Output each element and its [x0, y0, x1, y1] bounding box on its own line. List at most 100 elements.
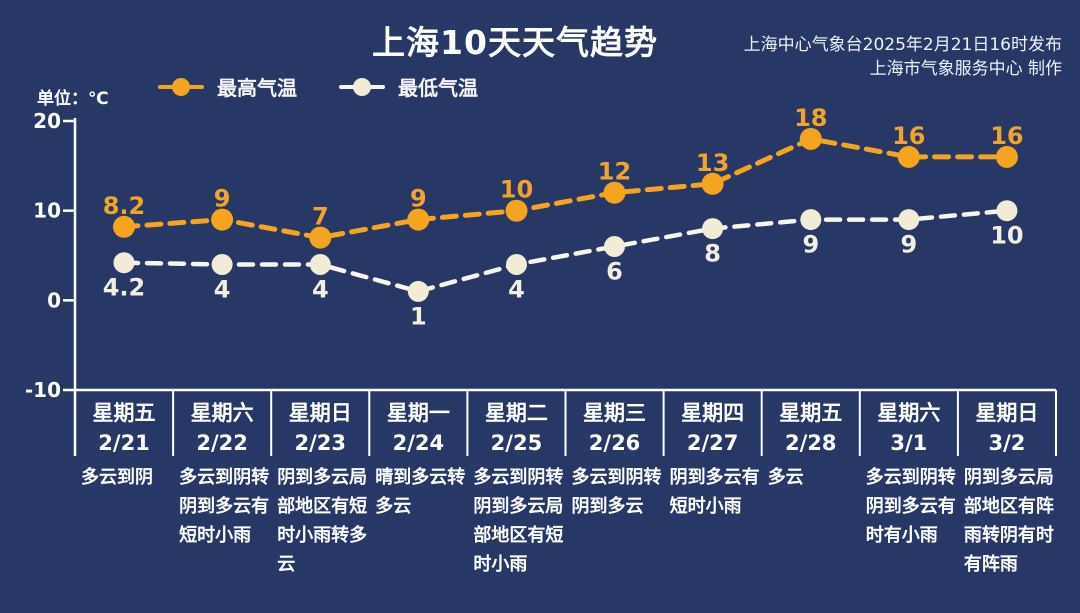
low-temp-value-label: 4: [312, 276, 329, 304]
weather-description: 多云到阴转阴到多云有时有小雨: [865, 467, 956, 546]
low-temp-marker-icon: [339, 77, 385, 97]
weekday-label: 星期六: [190, 401, 254, 425]
date-label: 2/22: [196, 431, 248, 455]
date-label: 2/24: [392, 431, 445, 455]
low-temp-value-label: 4: [508, 276, 525, 304]
low-temp-point: [407, 280, 429, 302]
date-label: 2/23: [294, 431, 346, 455]
high-temp-value-label: 18: [794, 104, 827, 132]
high-temp-legend-label: 最高气温: [217, 76, 297, 100]
low-temp-point: [800, 209, 822, 231]
low-temp-point: [506, 254, 527, 275]
high-temp-point: [799, 127, 822, 150]
weekday-label: 星期六: [877, 401, 941, 425]
high-temp-value-label: 7: [312, 203, 329, 231]
high-temp-marker-icon: [158, 77, 204, 97]
date-label: 2/26: [588, 431, 641, 455]
date-label: 2/25: [490, 431, 543, 455]
low-temp-value-label: 9: [900, 231, 917, 259]
weekday-label: 星期五: [92, 401, 156, 425]
low-temp-value-label: 10: [990, 222, 1023, 250]
y-axis-tick-label: 0: [47, 288, 61, 312]
weekday-label: 星期一: [386, 401, 450, 425]
weather-description: 多云到阴: [81, 467, 153, 488]
high-temp-value-label: 9: [214, 185, 231, 213]
weather-description: 多云到阴转阴到多云局部地区有短时小雨: [473, 467, 564, 575]
publisher-line2: 上海市气象服务中心 制作: [869, 59, 1062, 79]
low-temp-value-label: 6: [606, 258, 623, 286]
low-temp-line: [121, 208, 1010, 294]
weather-description: 阴到多云有短时小雨: [669, 467, 760, 517]
high-temp-value-label: 16: [892, 122, 925, 150]
chart-legend: 最高气温 最低气温: [158, 72, 478, 101]
day-column-2-26: 星期三 2/26 多云到阴转阴到多云: [566, 398, 664, 521]
low-temp-point: [113, 252, 135, 274]
low-temp-point: [898, 209, 920, 231]
low-temp-point: [996, 200, 1018, 222]
weather-description: 多云到阴转阴到多云: [571, 467, 662, 517]
day-column-2-22: 星期六 2/22 多云到阴转阴到多云有短时小雨: [173, 398, 271, 550]
publisher-info: 上海中心气象台2025年2月21日16时发布 上海市气象服务中心 制作: [744, 33, 1062, 81]
day-column-2-23: 星期日 2/23 阴到多云局部地区有短时小雨转多云: [271, 398, 369, 579]
legend-item-low-temp: 最低气温: [339, 72, 478, 101]
day-column-2-27: 星期四 2/27 阴到多云有短时小雨: [664, 398, 762, 521]
date-label: 2/21: [98, 431, 150, 455]
weather-description: 阴到多云局部地区有短时小雨转多云: [277, 467, 368, 575]
day-column-3-1: 星期六 3/1 多云到阴转阴到多云有时有小雨: [860, 398, 958, 550]
date-label: 3/2: [988, 431, 1026, 455]
day-column-2-21: 星期五 2/21 多云到阴: [75, 398, 173, 492]
unit-label: 单位：℃: [37, 89, 109, 109]
legend-item-high-temp: 最高气温: [158, 72, 297, 101]
low-temp-value-label: 1: [410, 302, 427, 330]
low-temp-value-label: 9: [802, 231, 819, 259]
high-temp-value-label: 9: [410, 185, 427, 213]
low-temp-point: [309, 254, 331, 275]
high-temp-point: [603, 181, 626, 204]
weekday-label: 星期日: [975, 401, 1039, 425]
weekday-label: 星期日: [288, 401, 352, 425]
weekday-label: 星期四: [681, 401, 745, 425]
high-temp-value-label: 10: [500, 176, 533, 204]
high-temp-value-label: 16: [990, 122, 1023, 150]
day-column-2-24: 星期一 2/24 晴到多云转多云: [369, 398, 467, 521]
y-axis-tick-label: -10: [25, 378, 61, 402]
page-title: 上海10天天气趋势: [372, 23, 658, 62]
high-temp-point: [407, 208, 430, 231]
low-temp-point: [702, 218, 724, 240]
low-temp-value-label: 4.2: [103, 274, 146, 302]
low-temp-point: [211, 254, 233, 275]
day-column-2-28: 星期五 2/28 多云: [762, 398, 860, 492]
weekday-label: 星期二: [484, 401, 548, 425]
high-temp-point: [995, 145, 1018, 168]
weather-description: 多云到阴转阴到多云有短时小雨: [179, 467, 270, 546]
high-temp-value-label: 13: [696, 149, 729, 177]
high-temp-point: [701, 172, 724, 195]
date-label: 3/1: [890, 431, 928, 455]
high-temp-point: [897, 145, 920, 168]
weather-description: 多云: [767, 467, 804, 488]
date-label: 2/28: [784, 431, 837, 455]
high-temp-value-label: 8.2: [103, 192, 146, 220]
high-temp-line: [121, 136, 1010, 241]
weekday-label: 星期五: [779, 401, 843, 425]
high-temp-value-label: 12: [598, 158, 631, 186]
day-column-2-25: 星期二 2/25 多云到阴转阴到多云局部地区有短时小雨: [467, 398, 565, 579]
high-temp-point: [113, 215, 135, 238]
high-temp-point: [309, 226, 332, 249]
low-temp-value-label: 8: [704, 240, 721, 268]
y-axis-tick-label: 10: [33, 199, 61, 223]
weather-description: 晴到多云转多云: [375, 467, 466, 517]
weekday-label: 星期三: [583, 401, 647, 425]
y-axis-tick-label: 20: [33, 109, 61, 133]
day-column-3-2: 星期日 3/2 阴到多云局部地区有阵雨转阴有时有阵雨: [958, 398, 1056, 579]
high-temp-point: [211, 208, 234, 231]
low-temp-point: [604, 236, 625, 257]
high-temp-point: [505, 199, 528, 222]
low-temp-legend-label: 最低气温: [398, 76, 478, 100]
weather-description: 阴到多云局部地区有阵雨转阴有时有阵雨: [963, 467, 1054, 575]
date-label: 2/27: [686, 431, 739, 455]
low-temp-value-label: 4: [214, 276, 231, 304]
publisher-line1: 上海中心气象台2025年2月21日16时发布: [743, 35, 1062, 55]
